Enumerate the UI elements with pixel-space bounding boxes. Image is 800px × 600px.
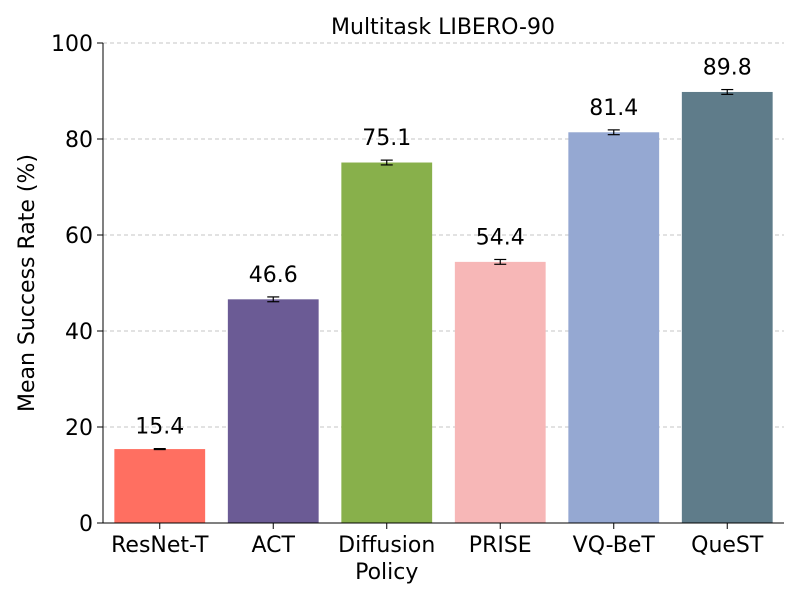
data-label: 15.4 (135, 415, 184, 440)
data-label: 81.4 (589, 96, 638, 121)
y-tick-label: 60 (65, 224, 93, 249)
bar (341, 162, 433, 523)
x-tick-label: ResNet-T (111, 533, 209, 558)
y-tick-label: 20 (65, 416, 93, 441)
bars: 15.4 46.6 75.1 54.4 81.4 89.8 (114, 56, 773, 524)
x-tick-label: Diffusion (338, 533, 435, 558)
bar (454, 261, 546, 523)
data-label: 46.6 (249, 263, 298, 288)
axes (102, 43, 784, 524)
y-tick-label: 40 (65, 320, 93, 345)
data-label: 75.1 (362, 126, 411, 151)
bar (114, 449, 206, 523)
x-tick-label: QueST (691, 533, 764, 558)
data-label: 54.4 (476, 225, 525, 250)
y-axis-title: Mean Success Rate (%) (15, 154, 40, 412)
bar (681, 91, 773, 524)
y-ticks: 0 20 40 60 80 100 (51, 32, 103, 537)
y-tick-label: 80 (65, 128, 93, 153)
x-tick-label: Policy (355, 560, 418, 585)
data-label: 89.8 (703, 56, 752, 81)
chart-title: Multitask LIBERO-90 (331, 15, 555, 40)
y-tick-label: 0 (79, 512, 93, 537)
y-tick-label: 100 (51, 32, 93, 57)
bar (227, 299, 319, 523)
x-tick-label: VQ-BeT (573, 533, 656, 558)
bar (568, 132, 660, 523)
x-tick-label: ACT (252, 533, 296, 558)
x-tick-label: PRISE (469, 533, 532, 558)
